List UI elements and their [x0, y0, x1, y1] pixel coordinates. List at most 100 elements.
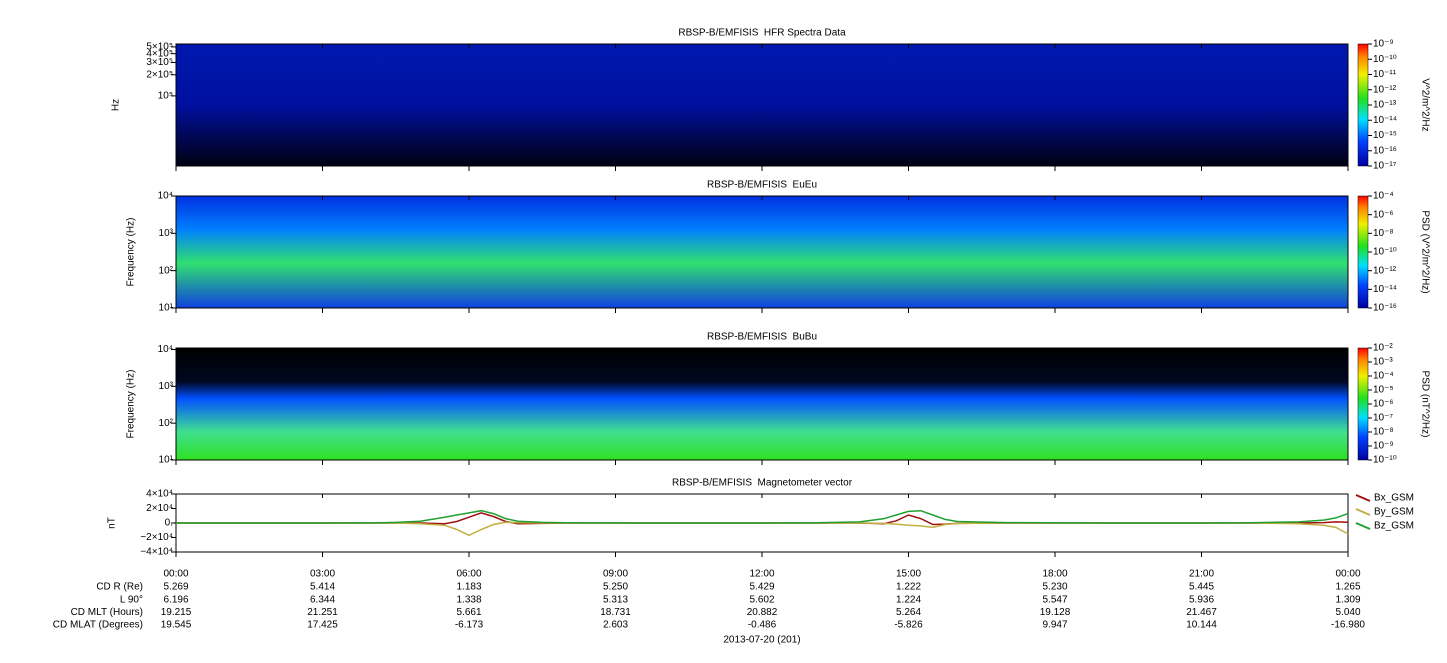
colorbar-tick-label: 10⁻³	[1373, 357, 1393, 368]
colorbar-tick-label: 10⁻⁸	[1373, 427, 1394, 438]
colorbar-tick-label: 10⁻⁴	[1373, 371, 1394, 382]
y-tick-label: 10⁵	[158, 91, 173, 102]
y-axis-label: Frequency (Hz)	[126, 370, 137, 439]
y-tick-label: −2×10⁴	[140, 532, 173, 543]
colorbar-tick-label: 10⁻¹⁷	[1373, 161, 1397, 172]
y-tick-label: 0.	[165, 518, 173, 529]
y-tick-label: −4×10⁴	[140, 547, 173, 558]
colorbar-tick-label: 10⁻¹⁴	[1373, 284, 1397, 295]
ephemeris-value: 1.222	[896, 582, 921, 593]
colorbars	[1357, 43, 1369, 461]
x-tick-label: 00:00	[1335, 569, 1360, 580]
ephemeris-value: 5.661	[456, 607, 481, 618]
ephemeris-value: 19.545	[161, 620, 192, 631]
colorbar-label: PSD (nT^2/Hz)	[1419, 371, 1430, 438]
chart-title: RBSP-B/EMFISIS HFR Spectra Data	[678, 28, 846, 39]
legend-swatch	[1355, 494, 1371, 502]
y-axis-label: Frequency (Hz)	[126, 218, 137, 287]
ephemeris-value: -5.826	[894, 620, 923, 631]
ephemeris-value: -6.173	[455, 620, 484, 631]
y-tick-label: 10⁴	[158, 344, 173, 355]
colorbar-tick-label: 10⁻¹³	[1373, 100, 1397, 111]
ephemeris-value: 5.936	[1189, 594, 1214, 605]
colorbar-tick-label: 10⁻¹²	[1373, 265, 1397, 276]
y-axis-label: nT	[107, 517, 118, 529]
ephemeris-value: 5.602	[749, 594, 774, 605]
ephemeris-value: 20.882	[747, 607, 778, 618]
colorbar-tick-label: 10⁻⁹	[1373, 39, 1394, 50]
y-tick-label: 10²	[159, 265, 174, 276]
ephemeris-value: 9.947	[1042, 620, 1067, 631]
colorbar-tick-label: 10⁻⁷	[1373, 413, 1393, 424]
ephemeris-value: 21.467	[1186, 607, 1217, 618]
colorbar-tick-label: 10⁻¹²	[1373, 84, 1397, 95]
ephemeris-value: 5.313	[603, 594, 628, 605]
legend-label: By_GSM	[1374, 507, 1414, 518]
chart-title: RBSP-B/EMFISIS BuBu	[707, 332, 817, 343]
y-tick-label: 10³	[159, 381, 174, 392]
colorbar-tick-label: 10⁻¹⁰	[1373, 455, 1397, 466]
ephemeris-value: 1.309	[1335, 594, 1360, 605]
ephemeris-value: 2.603	[603, 620, 628, 631]
x-axis-label: 2013-07-20 (201)	[723, 635, 800, 646]
chart-title: RBSP-B/EMFISIS EuEu	[707, 180, 817, 191]
ephemeris-value: 6.344	[310, 594, 335, 605]
y-tick-label: 10³	[159, 228, 174, 239]
legend-label: Bz_GSM	[1374, 521, 1414, 532]
x-tick-label: 09:00	[603, 569, 628, 580]
x-tick-label: 03:00	[310, 569, 335, 580]
chart-title: RBSP-B/EMFISIS Magnetometer vector	[672, 478, 853, 489]
ephemeris-value: 5.269	[163, 582, 188, 593]
legend-label: Bx_GSM	[1374, 493, 1414, 504]
ephemeris-value: 5.250	[603, 582, 628, 593]
spectrogram-image	[176, 44, 1348, 460]
colorbar-tick-label: 10⁻¹⁶	[1373, 145, 1397, 156]
colorbar-tick-label: 10⁻¹⁰	[1373, 247, 1397, 258]
line-series	[176, 521, 1349, 537]
y-tick-label: 10¹	[159, 303, 174, 314]
colorbar-label: V^2/m^2/Hz	[1419, 78, 1430, 131]
colorbar-tick-label: 10⁻⁹	[1373, 441, 1394, 452]
ephemeris-value: 1.183	[456, 582, 481, 593]
ephemeris-value: 5.264	[896, 607, 921, 618]
colorbar-tick-label: 10⁻⁶	[1373, 209, 1394, 220]
y-tick-label: 10⁴	[158, 191, 173, 202]
line-series	[176, 509, 1349, 524]
y-tick-label: 10¹	[159, 455, 174, 466]
legend-swatch	[1355, 508, 1371, 516]
ephemeris-label: CD R (Re)	[96, 582, 143, 593]
colorbar-tick-label: 10⁻¹⁵	[1373, 130, 1397, 141]
ephemeris-value: 1.224	[896, 594, 921, 605]
ephemeris-value: 1.265	[1335, 582, 1360, 593]
colorbar-tick-label: 10⁻⁸	[1373, 228, 1394, 239]
ephemeris-value: 5.445	[1189, 582, 1214, 593]
colorbar-tick-label: 10⁻¹⁴	[1373, 115, 1397, 126]
y-tick-label: 3×10⁵	[146, 57, 173, 68]
ephemeris-value: 10.144	[1186, 620, 1217, 631]
x-tick-label: 12:00	[749, 569, 774, 580]
legend-swatch	[1355, 522, 1371, 530]
ephemeris-label: CD MLT (Hours)	[71, 607, 143, 618]
colorbar-tick-label: 10⁻¹⁰	[1373, 54, 1397, 65]
y-tick-label: 4×10⁵	[146, 48, 173, 59]
colorbar-tick-label: 10⁻⁴	[1373, 191, 1394, 202]
ephemeris-value: 19.215	[161, 607, 192, 618]
ephemeris-value: 5.414	[310, 582, 335, 593]
y-tick-label: 10²	[159, 418, 174, 429]
x-tick-label: 06:00	[456, 569, 481, 580]
colorbar-tick-label: 10⁻¹¹	[1373, 69, 1397, 80]
ephemeris-label: L 90°	[120, 594, 143, 605]
ephemeris-value: 5.040	[1335, 607, 1360, 618]
x-tick-label: 15:00	[896, 569, 921, 580]
ephemeris-value: 5.230	[1042, 582, 1067, 593]
ephemeris-label: CD MLAT (Degrees)	[53, 620, 143, 631]
ephemeris-value: 17.425	[307, 620, 338, 631]
ephemeris-value: 6.196	[163, 594, 188, 605]
colorbar-tick-label: 10⁻²	[1373, 343, 1393, 354]
ephemeris-value: 18.731	[600, 607, 631, 618]
ephemeris-value: 21.251	[307, 607, 338, 618]
ephemeris-value: 5.429	[749, 582, 774, 593]
colorbar-label: PSD (V^2/m^2/Hz)	[1419, 210, 1430, 293]
y-tick-label: 5×10⁵	[146, 42, 173, 53]
